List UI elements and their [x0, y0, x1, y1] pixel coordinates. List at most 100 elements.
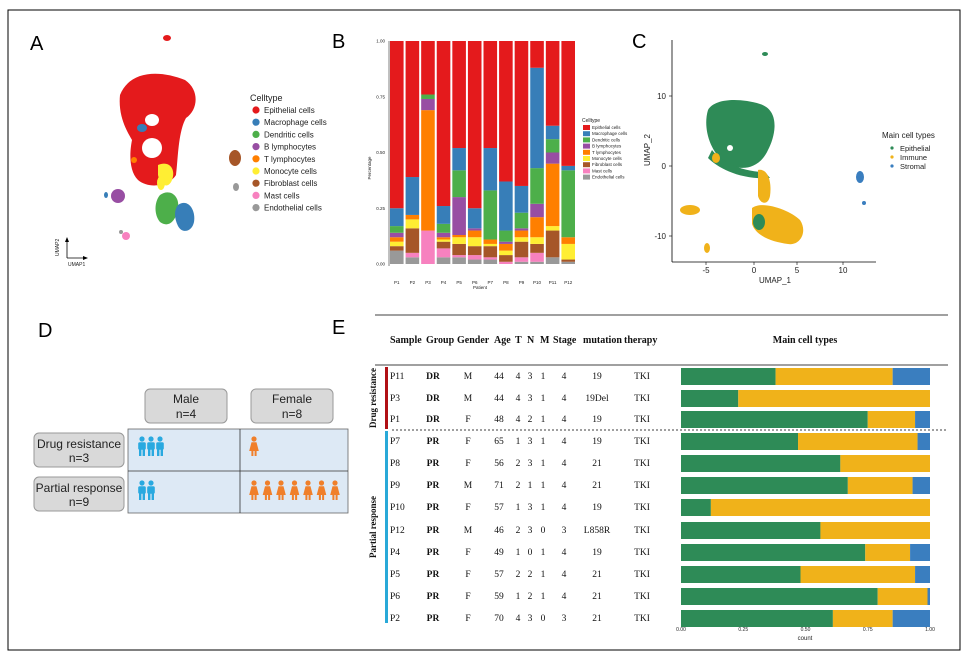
person-icon	[138, 480, 146, 500]
bar-segment	[436, 239, 451, 242]
e-bar-segment	[800, 566, 916, 583]
cell-stage: 4	[562, 570, 567, 580]
bar-segment	[436, 223, 451, 233]
cell-stage: 3	[562, 526, 567, 536]
cell-stage: 4	[562, 592, 567, 602]
cell-age: 46	[494, 526, 504, 536]
b-y-tick: 0.25	[376, 206, 385, 211]
panel-b-axes: 0.00 0.25 0.50 0.75 1.00	[376, 39, 390, 267]
cell-stage: 4	[562, 372, 567, 382]
cell-group: PR	[427, 548, 440, 558]
cell-age: 56	[494, 459, 504, 469]
cell-age: 49	[494, 548, 504, 558]
cell-age: 70	[494, 614, 504, 624]
cell-gender: M	[464, 394, 473, 404]
cell-stage: 4	[562, 548, 567, 558]
bar-segment	[467, 230, 482, 238]
legend-b-swatch	[583, 149, 590, 155]
legend-b-swatch	[583, 143, 590, 149]
cell-n: 2	[528, 570, 533, 580]
e-bar-segment	[775, 368, 893, 385]
bar-segment	[405, 214, 420, 220]
e-bar-segment	[912, 477, 930, 494]
e-bar-segment	[927, 588, 930, 605]
bar-segment	[467, 41, 482, 209]
cell-group: PR	[427, 526, 440, 536]
b-x-tick: P7	[488, 280, 494, 285]
b-x-tick: P4	[441, 280, 447, 285]
panel-b-bars: P1 P2 P3 P4 P5 P6 P7 P8 P9 P10 P11 P12	[390, 41, 575, 285]
legend-c-label: Epithelial	[900, 144, 931, 153]
legend-a-swatch	[252, 106, 260, 114]
cell-therapy: TKI	[634, 592, 650, 602]
header-mutation: mutation	[583, 335, 622, 346]
cell-gender: M	[464, 481, 473, 491]
bar-segment	[561, 41, 575, 166]
header-main-cell-types: Main cell types	[773, 335, 838, 346]
bar-segment	[499, 41, 513, 182]
cell-mutation: 19	[592, 548, 602, 558]
panel-label-e: E	[332, 317, 345, 339]
header-stage: Stage	[553, 335, 577, 346]
legend-b-label: T lymphocytes	[592, 150, 622, 155]
cell-n: 0	[528, 548, 533, 558]
cell-gender: F	[465, 415, 470, 425]
cell-m: 1	[541, 372, 546, 382]
legend-a-label: B lymphocytes	[264, 143, 316, 152]
bar-segment	[483, 41, 498, 149]
legend-b-label: B lymphocytes	[592, 144, 622, 149]
cell-gender: F	[465, 614, 470, 624]
bar-segment	[561, 165, 575, 171]
legend-c-swatch	[890, 146, 894, 150]
bar-segment	[390, 226, 404, 233]
bar-segment	[530, 203, 544, 218]
bar-segment	[436, 248, 451, 258]
e-bar-segment	[847, 477, 913, 494]
bar-segment	[499, 241, 513, 244]
cell-m: 1	[541, 570, 546, 580]
cell-stage: 4	[562, 415, 567, 425]
cell-m: 1	[541, 415, 546, 425]
cell-gender: F	[465, 503, 470, 513]
header-group: Group	[426, 335, 455, 346]
panel-a-axis-x: UMAP1	[68, 262, 85, 268]
legend-a-label: Dendritic cells	[264, 130, 314, 139]
bar-segment	[452, 148, 466, 171]
bar-segment	[390, 41, 404, 209]
legend-c-swatch	[890, 155, 894, 159]
bar-segment	[530, 237, 544, 244]
cell-sample: P3	[390, 394, 400, 404]
e-bar-segment	[681, 544, 866, 561]
cell-mutation: 19	[592, 503, 602, 513]
bar-segment	[499, 261, 513, 264]
c-x-tick: 5	[795, 266, 800, 275]
cell-mutation: 19	[592, 415, 602, 425]
legend-b-label: Monocyte cells	[592, 156, 623, 161]
bar-segment	[405, 41, 420, 178]
bar-segment	[405, 257, 420, 264]
cell-sample: P7	[390, 437, 400, 447]
cell-therapy: TKI	[634, 437, 650, 447]
cell-age: 59	[494, 592, 504, 602]
cell-group: DR	[426, 394, 440, 404]
e-bar-segment	[681, 390, 739, 407]
e-bar-segment	[892, 610, 930, 627]
bar-segment	[452, 41, 466, 149]
cell-stage: 4	[562, 394, 567, 404]
cell-group: PR	[427, 592, 440, 602]
legend-a-swatch	[252, 167, 260, 175]
bar-segment	[530, 252, 544, 262]
cell-m: 0	[541, 526, 546, 536]
panel-d-people-icons	[138, 436, 340, 500]
cell-therapy: TKI	[634, 481, 650, 491]
panel-c-umap: 10 0 -10 -5 0 5 10 UMAP_1 UMAP_2 Main cell typ…	[643, 40, 935, 285]
bar-segment	[530, 168, 544, 204]
panel-label-a: A	[30, 33, 44, 55]
legend-a-label: T lymphocytes	[264, 155, 315, 164]
bar-segment	[452, 197, 466, 236]
panel-b-legend-title: Celltype	[582, 118, 600, 124]
cell-therapy: TKI	[634, 548, 650, 558]
bar-segment	[390, 208, 404, 227]
